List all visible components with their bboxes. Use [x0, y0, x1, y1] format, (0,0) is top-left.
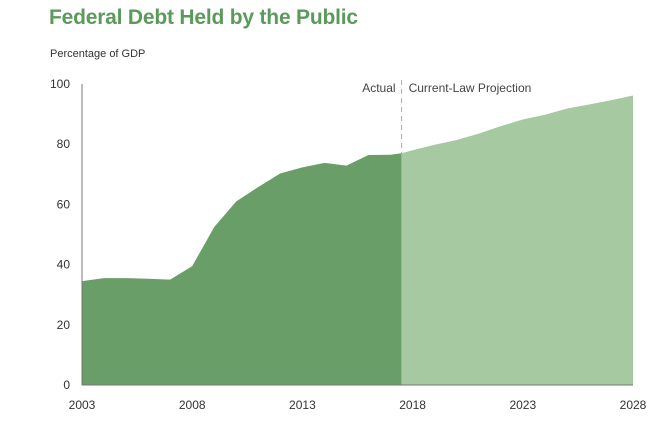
- chart-title: Federal Debt Held by the Public: [49, 6, 358, 29]
- x-tick-label: 2023: [509, 398, 536, 412]
- y-tick-label: 20: [57, 318, 71, 332]
- y-tick-label: 0: [63, 378, 70, 392]
- x-tick-label: 2003: [69, 398, 96, 412]
- x-tick-labels: 2003 2008 2013 2018 2023 2028: [69, 398, 647, 412]
- y-tick-label: 80: [57, 137, 71, 151]
- y-tick-label: 40: [57, 258, 71, 272]
- x-tick-label: 2028: [620, 398, 647, 412]
- area-actual: [82, 153, 402, 385]
- actual-annotation: Actual: [362, 81, 395, 95]
- projection-annotation: Current-Law Projection: [409, 81, 532, 95]
- y-tick-label: 100: [50, 77, 70, 91]
- y-tick-label: 60: [57, 197, 71, 211]
- x-tick-label: 2018: [399, 398, 426, 412]
- chart-areas: [82, 95, 633, 386]
- y-tick-labels: 0 20 40 60 80 100: [50, 77, 70, 392]
- x-tick-label: 2008: [179, 398, 206, 412]
- y-axis-label: Percentage of GDP: [50, 48, 146, 60]
- x-tick-label: 2013: [289, 398, 316, 412]
- area-projection: [401, 95, 633, 386]
